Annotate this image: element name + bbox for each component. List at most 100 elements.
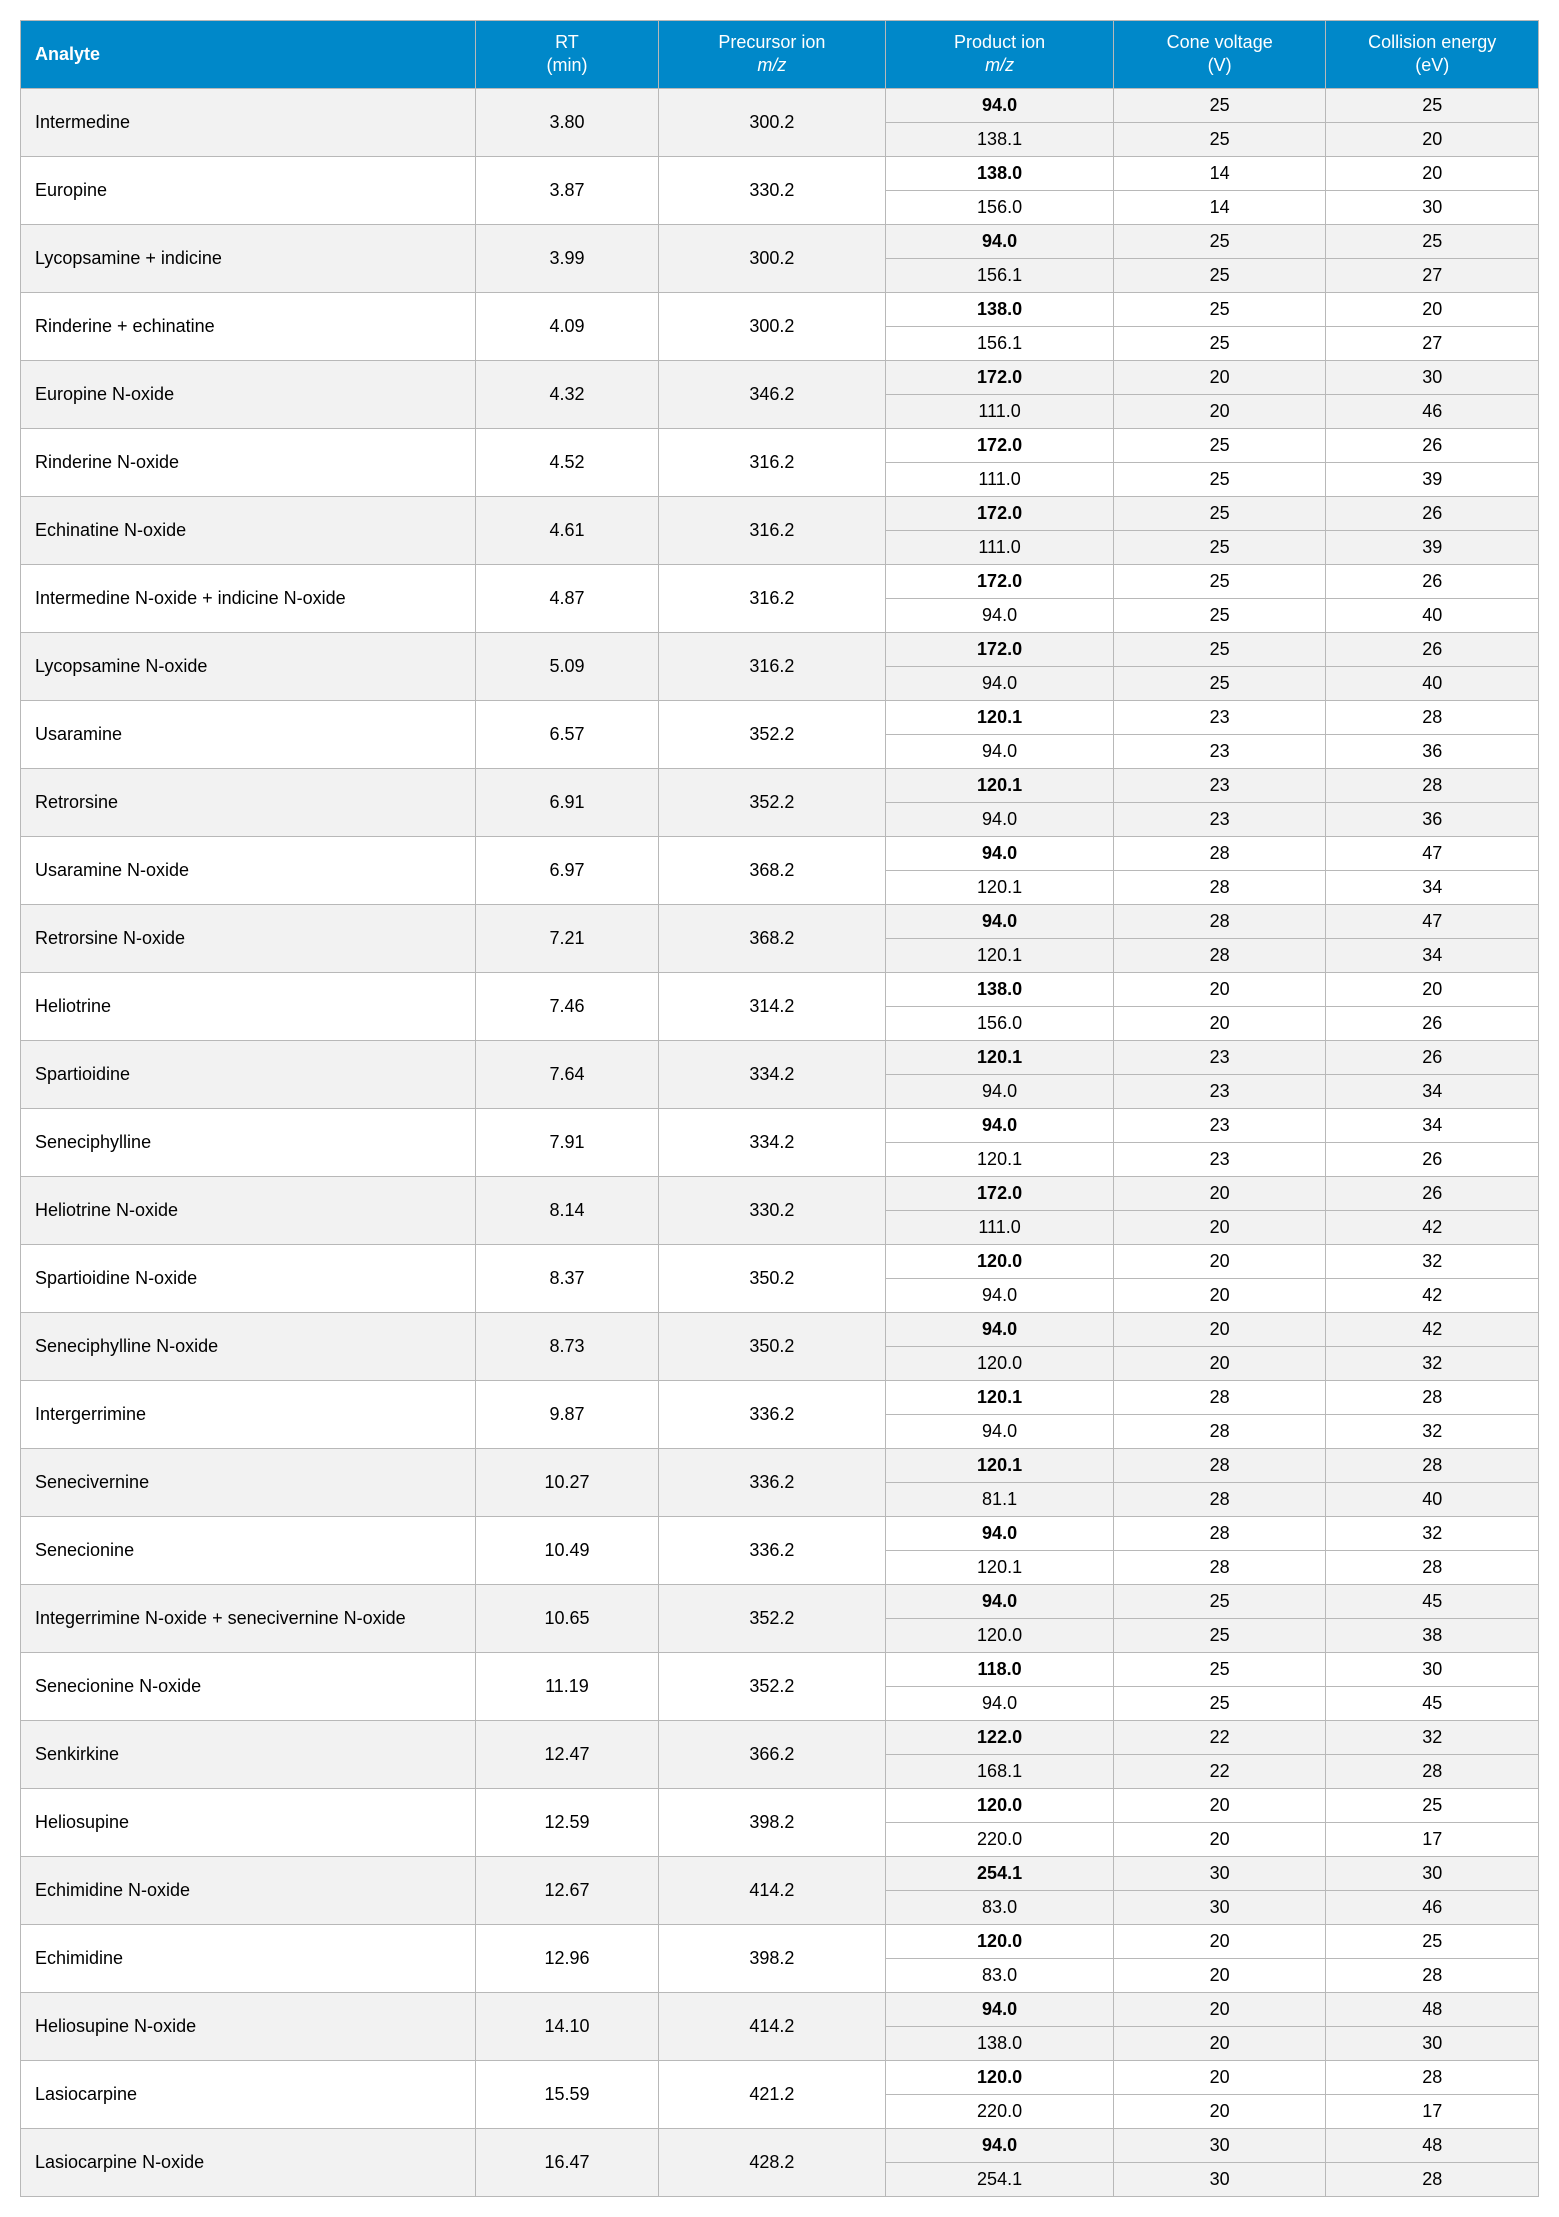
collision-energy-cell: 34	[1326, 1108, 1539, 1142]
product-ion-cell: 156.1	[886, 326, 1114, 360]
analyte-name: Seneciphylline N-oxide	[21, 1312, 476, 1380]
analyte-name: Senecionine	[21, 1516, 476, 1584]
cone-voltage-cell: 30	[1113, 1856, 1326, 1890]
collision-energy-cell: 28	[1326, 1448, 1539, 1482]
collision-energy-cell: 34	[1326, 1074, 1539, 1108]
cone-voltage-cell: 22	[1113, 1754, 1326, 1788]
cone-voltage-cell: 20	[1113, 360, 1326, 394]
cone-voltage-cell: 20	[1113, 1788, 1326, 1822]
rt-cell: 12.59	[476, 1788, 658, 1856]
precursor-cell: 414.2	[658, 1856, 886, 1924]
product-ion-cell: 94.0	[886, 88, 1114, 122]
analyte-name: Integerrimine N-oxide + senecivernine N-…	[21, 1584, 476, 1652]
rt-cell: 3.80	[476, 88, 658, 156]
cone-voltage-cell: 28	[1113, 1550, 1326, 1584]
cone-voltage-cell: 25	[1113, 428, 1326, 462]
product-ion-cell: 120.0	[886, 1618, 1114, 1652]
col-header: Collision energy(eV)	[1326, 21, 1539, 89]
rt-cell: 7.91	[476, 1108, 658, 1176]
analyte-name: Europine N-oxide	[21, 360, 476, 428]
precursor-cell: 300.2	[658, 224, 886, 292]
analyte-name: Rinderine + echinatine	[21, 292, 476, 360]
col-header: Analyte	[21, 21, 476, 89]
precursor-cell: 352.2	[658, 1584, 886, 1652]
collision-energy-cell: 25	[1326, 224, 1539, 258]
collision-energy-cell: 48	[1326, 1992, 1539, 2026]
collision-energy-cell: 20	[1326, 122, 1539, 156]
table-row: Heliotrine7.46314.2138.02020	[21, 972, 1539, 1006]
cone-voltage-cell: 23	[1113, 802, 1326, 836]
precursor-cell: 334.2	[658, 1040, 886, 1108]
collision-energy-cell: 26	[1326, 1142, 1539, 1176]
collision-energy-cell: 25	[1326, 1788, 1539, 1822]
precursor-cell: 314.2	[658, 972, 886, 1040]
product-ion-cell: 156.0	[886, 1006, 1114, 1040]
product-ion-cell: 120.1	[886, 1142, 1114, 1176]
collision-energy-cell: 26	[1326, 1176, 1539, 1210]
product-ion-cell: 138.0	[886, 972, 1114, 1006]
collision-energy-cell: 36	[1326, 734, 1539, 768]
rt-cell: 16.47	[476, 2128, 658, 2196]
collision-energy-cell: 17	[1326, 1822, 1539, 1856]
cone-voltage-cell: 25	[1113, 598, 1326, 632]
cone-voltage-cell: 25	[1113, 632, 1326, 666]
collision-energy-cell: 46	[1326, 394, 1539, 428]
col-header: RT(min)	[476, 21, 658, 89]
collision-energy-cell: 26	[1326, 496, 1539, 530]
product-ion-cell: 94.0	[886, 1584, 1114, 1618]
collision-energy-cell: 42	[1326, 1312, 1539, 1346]
rt-cell: 7.64	[476, 1040, 658, 1108]
collision-energy-cell: 45	[1326, 1686, 1539, 1720]
collision-energy-cell: 32	[1326, 1244, 1539, 1278]
table-body: Intermedine3.80300.294.02525138.12520Eur…	[21, 88, 1539, 2196]
product-ion-cell: 138.0	[886, 292, 1114, 326]
cone-voltage-cell: 23	[1113, 734, 1326, 768]
rt-cell: 4.61	[476, 496, 658, 564]
precursor-cell: 398.2	[658, 1788, 886, 1856]
product-ion-cell: 172.0	[886, 632, 1114, 666]
table-row: Intermedine N-oxide + indicine N-oxide4.…	[21, 564, 1539, 598]
precursor-cell: 398.2	[658, 1924, 886, 1992]
table-row: Heliosupine12.59398.2120.02025	[21, 1788, 1539, 1822]
rt-cell: 8.73	[476, 1312, 658, 1380]
precursor-cell: 336.2	[658, 1516, 886, 1584]
product-ion-cell: 120.1	[886, 1448, 1114, 1482]
cone-voltage-cell: 25	[1113, 530, 1326, 564]
cone-voltage-cell: 28	[1113, 938, 1326, 972]
rt-cell: 10.27	[476, 1448, 658, 1516]
collision-energy-cell: 38	[1326, 1618, 1539, 1652]
collision-energy-cell: 42	[1326, 1210, 1539, 1244]
cone-voltage-cell: 20	[1113, 1924, 1326, 1958]
collision-energy-cell: 28	[1326, 2060, 1539, 2094]
cone-voltage-cell: 20	[1113, 1958, 1326, 1992]
collision-energy-cell: 27	[1326, 326, 1539, 360]
product-ion-cell: 120.1	[886, 870, 1114, 904]
table-row: Rinderine N-oxide4.52316.2172.02526	[21, 428, 1539, 462]
collision-energy-cell: 40	[1326, 598, 1539, 632]
product-ion-cell: 94.0	[886, 1414, 1114, 1448]
collision-energy-cell: 26	[1326, 564, 1539, 598]
analyte-name: Usaramine	[21, 700, 476, 768]
product-ion-cell: 220.0	[886, 2094, 1114, 2128]
cone-voltage-cell: 28	[1113, 1482, 1326, 1516]
table-row: Usaramine N-oxide6.97368.294.02847	[21, 836, 1539, 870]
precursor-cell: 316.2	[658, 428, 886, 496]
cone-voltage-cell: 23	[1113, 1074, 1326, 1108]
collision-energy-cell: 17	[1326, 2094, 1539, 2128]
collision-energy-cell: 36	[1326, 802, 1539, 836]
cone-voltage-cell: 20	[1113, 1006, 1326, 1040]
table-row: Seneciphylline7.91334.294.02334	[21, 1108, 1539, 1142]
product-ion-cell: 120.1	[886, 768, 1114, 802]
rt-cell: 6.91	[476, 768, 658, 836]
product-ion-cell: 138.0	[886, 2026, 1114, 2060]
precursor-cell: 334.2	[658, 1108, 886, 1176]
product-ion-cell: 94.0	[886, 666, 1114, 700]
precursor-cell: 336.2	[658, 1380, 886, 1448]
analyte-name: Echimidine	[21, 1924, 476, 1992]
rt-cell: 5.09	[476, 632, 658, 700]
col-header: Product ionm/z	[886, 21, 1114, 89]
precursor-cell: 352.2	[658, 768, 886, 836]
cone-voltage-cell: 20	[1113, 2026, 1326, 2060]
analyte-name: Intergerrimine	[21, 1380, 476, 1448]
cone-voltage-cell: 14	[1113, 190, 1326, 224]
